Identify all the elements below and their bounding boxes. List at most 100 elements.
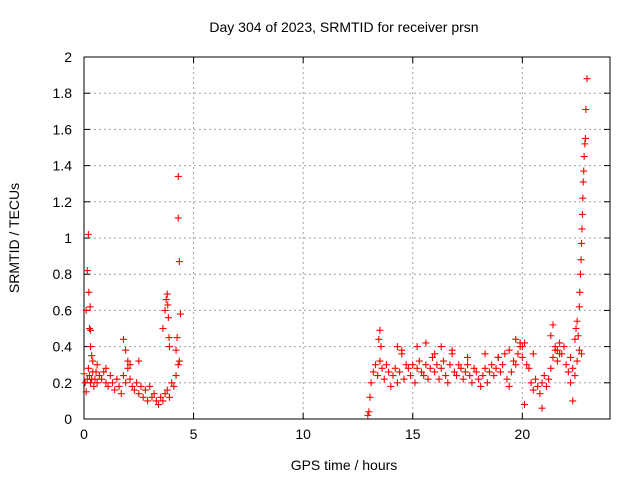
data-point	[83, 267, 91, 275]
series-group	[80, 105, 590, 419]
data-point	[365, 408, 373, 416]
y-tick-label: 1.4	[53, 158, 73, 174]
data-point	[377, 343, 385, 351]
data-point	[549, 353, 557, 361]
data-point	[581, 134, 589, 142]
x-tick-label: 10	[295, 426, 311, 442]
data-point	[450, 368, 458, 376]
data-point	[175, 258, 183, 266]
data-point	[375, 335, 383, 343]
data-point	[470, 364, 478, 372]
grid-lines	[84, 57, 610, 419]
data-point	[95, 372, 103, 380]
data-point	[490, 372, 498, 380]
data-point	[567, 379, 575, 387]
data-point	[376, 326, 384, 334]
data-point	[428, 353, 436, 361]
data-point	[89, 357, 97, 365]
data-point	[556, 339, 564, 347]
data-point	[538, 404, 546, 412]
data-point	[540, 372, 548, 380]
data-point	[85, 288, 93, 296]
data-point	[562, 361, 570, 369]
data-point	[176, 310, 184, 318]
data-point	[84, 364, 92, 372]
data-point	[523, 361, 531, 369]
data-point	[393, 343, 401, 351]
data-point	[518, 343, 526, 351]
chart-title: Day 304 of 2023, SRMTID for receiver prs…	[209, 19, 478, 35]
data-point	[455, 361, 463, 369]
data-point	[80, 370, 88, 378]
data-point	[161, 390, 169, 398]
data-point	[102, 379, 110, 387]
data-point	[165, 343, 173, 351]
data-point	[569, 364, 577, 372]
data-point	[464, 353, 472, 361]
data-point	[90, 382, 98, 390]
data-point	[466, 372, 474, 380]
data-point	[461, 368, 469, 376]
y-tick-label: 0.6	[53, 302, 73, 318]
data-point	[85, 325, 93, 332]
data-point	[413, 364, 421, 372]
data-point	[117, 390, 125, 398]
data-point	[580, 153, 588, 161]
data-point	[415, 357, 423, 365]
data-point	[93, 361, 101, 369]
data-point	[407, 372, 415, 380]
data-point	[174, 172, 182, 180]
data-point	[569, 397, 577, 405]
data-point	[437, 364, 445, 372]
y-axis-label: SRMTID / TECUs	[6, 183, 22, 293]
data-point	[525, 364, 533, 372]
data-point	[82, 388, 90, 396]
data-point	[146, 382, 154, 390]
y-tick-label: 0	[64, 411, 72, 427]
data-point	[579, 178, 587, 186]
data-point	[581, 140, 589, 148]
data-point	[170, 382, 178, 390]
data-point	[422, 361, 430, 369]
data-point	[369, 368, 377, 376]
data-point	[488, 361, 496, 369]
data-point	[173, 334, 181, 342]
data-point	[433, 361, 441, 369]
data-point	[567, 353, 575, 361]
data-point	[174, 361, 182, 369]
data-point	[418, 368, 426, 376]
data-point	[100, 368, 108, 376]
data-point	[578, 225, 586, 233]
data-point	[553, 346, 561, 354]
data-points	[80, 75, 591, 419]
data-point	[551, 343, 559, 351]
data-point	[578, 350, 586, 358]
data-point	[113, 375, 121, 383]
x-tick-label: 0	[80, 426, 88, 442]
data-point	[141, 386, 149, 394]
data-point	[534, 382, 542, 390]
data-point	[164, 314, 172, 322]
y-tick-label: 1	[64, 230, 72, 246]
data-point	[165, 334, 173, 342]
data-point	[385, 368, 393, 376]
data-point	[366, 393, 374, 401]
data-point	[159, 325, 167, 332]
y-axis-ticks: 0 0.2 0.4 0.6 0.8 1 1.2 1.4 1.6 1.8 2	[53, 49, 610, 427]
data-point	[468, 379, 476, 387]
data-point	[86, 303, 94, 311]
data-point	[572, 325, 580, 332]
data-point	[124, 357, 132, 365]
data-point	[475, 375, 482, 383]
data-point	[529, 350, 537, 358]
data-point	[122, 346, 130, 354]
data-point	[547, 332, 555, 340]
data-point	[139, 393, 147, 401]
data-point	[175, 357, 183, 365]
data-point	[575, 303, 583, 311]
data-point	[446, 361, 454, 369]
data-point	[527, 379, 535, 387]
y-tick-label: 2	[64, 49, 72, 65]
y-tick-label: 0.2	[53, 375, 73, 391]
